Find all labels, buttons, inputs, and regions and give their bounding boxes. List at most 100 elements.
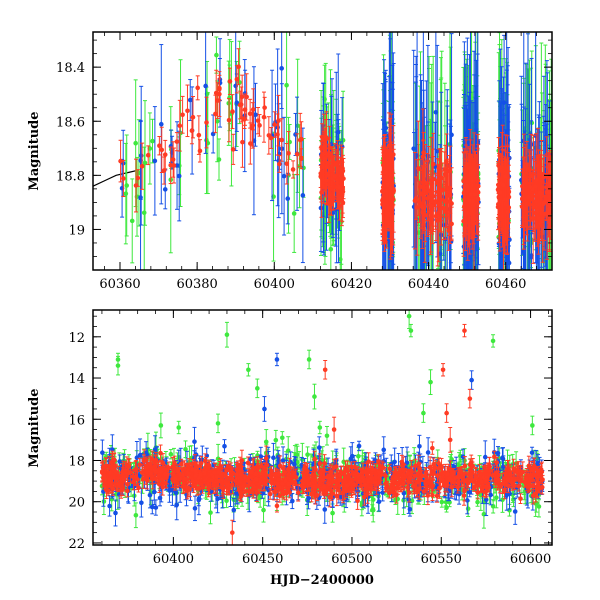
- bottom-outlier-red: [230, 519, 235, 545]
- top-red-point: [324, 156, 329, 205]
- top-red-point: [277, 155, 282, 173]
- bottom-green-point: [208, 500, 213, 525]
- bottom-outlier-green: [255, 378, 260, 399]
- top-red-point: [237, 90, 243, 120]
- top-red-point: [464, 162, 470, 210]
- top-red-point: [519, 185, 525, 228]
- top-red-point: [472, 150, 478, 238]
- bottom-x-tick-label: 60400: [153, 552, 194, 567]
- top-red-point: [261, 91, 267, 143]
- top-red-point: [250, 88, 256, 131]
- bottom-y-tick-label: 14: [68, 372, 85, 387]
- top-red-point: [385, 146, 390, 224]
- bottom-outlier-green: [428, 369, 433, 396]
- bottom-green-point: [439, 496, 445, 508]
- top-red-point: [213, 69, 219, 117]
- top-red-point: [475, 164, 481, 233]
- top-red-point: [268, 127, 274, 149]
- top-red-point: [279, 118, 285, 162]
- top-x-tick-label: 60400: [254, 277, 295, 292]
- bottom-outlier-green: [215, 413, 221, 434]
- top-green-point: [150, 118, 155, 164]
- bottom-outlier-red: [322, 360, 328, 380]
- top-red-point: [286, 131, 291, 176]
- top-red-point: [189, 117, 195, 145]
- top-red-point: [537, 169, 543, 217]
- top-red-point: [145, 145, 151, 166]
- bottom-blue-point: [381, 436, 387, 464]
- top-red-point: [532, 158, 538, 215]
- top-red-point: [466, 156, 472, 245]
- top-green-point: [291, 173, 297, 253]
- bottom-blue-point: [222, 439, 227, 454]
- top-red-point: [177, 99, 183, 152]
- top-blue-point: [285, 172, 291, 225]
- bottom-blue-point: [271, 442, 276, 473]
- bottom-y-tick-label: 22: [68, 537, 85, 552]
- top-red-point: [503, 134, 508, 219]
- top-red-point: [338, 144, 344, 197]
- top-x-tick-label: 60420: [331, 277, 372, 292]
- top-red-point: [298, 148, 304, 170]
- top-blue-point: [203, 32, 208, 154]
- top-red-point: [495, 188, 501, 220]
- top-red-point: [412, 152, 418, 250]
- top-red-point: [204, 96, 209, 149]
- top-green-point: [147, 112, 153, 185]
- top-red-point: [382, 134, 388, 210]
- bottom-outlier-green: [306, 349, 312, 370]
- bottom-blue-point: [107, 495, 112, 517]
- top-red-point: [247, 98, 253, 129]
- bottom-y-tick-label: 18: [68, 454, 85, 469]
- top-red-point: [525, 164, 531, 230]
- top-x-tick-label: 60440: [408, 277, 449, 292]
- bottom-outlier-green: [158, 412, 164, 439]
- top-red-point: [230, 133, 236, 165]
- bottom-green-point: [168, 449, 174, 460]
- top-red-point: [294, 133, 300, 176]
- top-y-tick-label: 19: [68, 223, 85, 238]
- top-red-point: [244, 73, 249, 121]
- bottom-outlier-blue: [469, 370, 474, 390]
- bottom-green-point: [444, 502, 449, 513]
- top-red-point: [541, 154, 547, 251]
- top-blue-point: [279, 32, 284, 110]
- top-green-point: [124, 134, 130, 237]
- bottom-blue-point: [417, 434, 422, 458]
- bottom-outlier-green: [324, 425, 330, 446]
- bottom-outlier-red: [440, 363, 446, 377]
- top-red-point: [319, 140, 325, 195]
- top-red-point: [497, 153, 503, 232]
- top-x-tick-label: 60380: [176, 277, 217, 292]
- top-red-point: [424, 161, 430, 206]
- bottom-y-axis-title: Magnitude: [27, 388, 42, 467]
- top-red-point: [284, 143, 290, 185]
- top-blue-point: [176, 130, 182, 222]
- top-red-point: [469, 165, 474, 224]
- top-red-point: [323, 119, 329, 156]
- top-red-point: [230, 94, 235, 130]
- top-red-point: [197, 139, 203, 163]
- bottom-green-point: [494, 487, 499, 509]
- top-red-point: [388, 166, 394, 210]
- bottom-red-point: [518, 493, 523, 504]
- bottom-outlier-red: [444, 403, 449, 423]
- bottom-green-point: [481, 499, 487, 529]
- top-red-point: [262, 96, 267, 119]
- bottom-x-tick-label: 60450: [242, 552, 283, 567]
- top-red-point: [135, 169, 141, 187]
- top-red-point: [443, 183, 448, 240]
- top-red-point: [332, 161, 338, 192]
- top-x-tick-label: 60460: [485, 277, 526, 292]
- top-red-point: [425, 153, 430, 222]
- top-axes: 60360 60380 60400 60420 60440 60460 18.4 18.6 18…: [56, 32, 553, 292]
- top-red-point: [546, 155, 552, 230]
- top-blue-point: [162, 169, 168, 210]
- bottom-blue-point: [260, 487, 265, 499]
- bottom-blue-point: [147, 481, 153, 509]
- bottom-blue-point: [113, 499, 118, 527]
- bottom-green-point: [273, 429, 279, 451]
- bottom-y-tick-label: 16: [68, 413, 85, 428]
- top-y-tick-label: 18.6: [56, 115, 85, 130]
